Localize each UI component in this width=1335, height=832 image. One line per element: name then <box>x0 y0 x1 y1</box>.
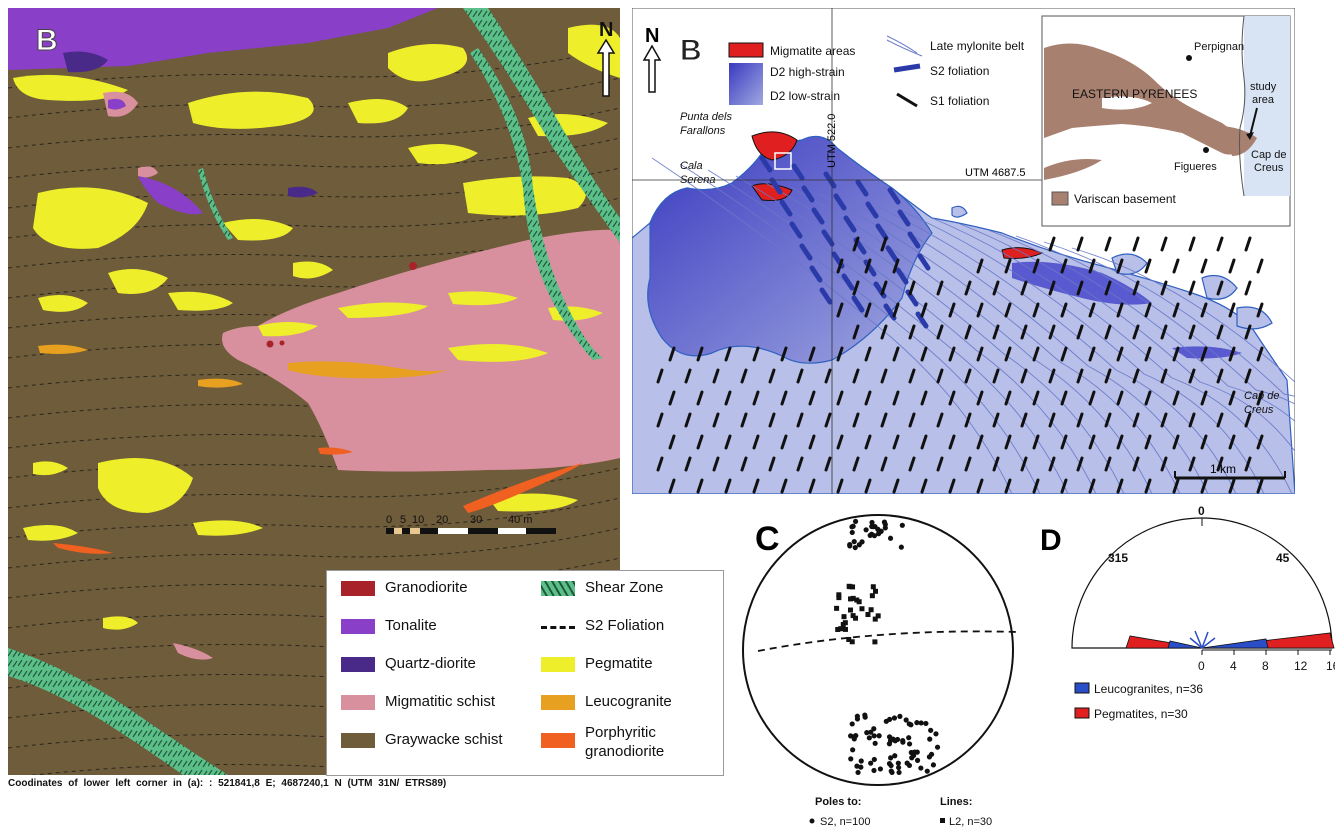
svg-text:EASTERN PYRENEES: EASTERN PYRENEES <box>1072 87 1197 101</box>
scale-tick-label: 0 <box>386 514 392 526</box>
legend-a-swatch <box>541 581 575 596</box>
scale-tick-label: 30 <box>470 514 482 526</box>
legend-a-swatch <box>541 733 575 748</box>
panel-c-stereonet: C Poles to: Lines: S2, n=100 L2, n=30 <box>742 514 1019 828</box>
svg-text:N: N <box>645 25 659 47</box>
panel-b-map: N B Migmatite areas D2 high-strain D2 lo… <box>632 8 1295 494</box>
rose-axis: 0 4 8 12 16 <box>1198 649 1335 673</box>
coordinates-caption: Coodinates of lower left corner in (a): … <box>8 778 447 789</box>
legend-a-label: Granodiorite <box>385 579 468 596</box>
legend-a-label: Pegmatite <box>585 655 653 672</box>
rose-petals <box>1125 630 1335 649</box>
svg-text:Perpignan: Perpignan <box>1194 41 1244 53</box>
legend-pegmatites: Pegmatites, n=30 <box>1094 707 1188 721</box>
location-inset: Perpignan EASTERN PYRENEES Figueres stud… <box>1041 15 1291 227</box>
panel-d-letter: D <box>1040 524 1062 557</box>
svg-text:D2 high-strain: D2 high-strain <box>770 65 845 79</box>
svg-text:Variscan basement: Variscan basement <box>1074 192 1176 206</box>
svg-text:N: N <box>599 19 613 41</box>
rose-axis-tick: 8 <box>1262 659 1269 673</box>
svg-text:315: 315 <box>1108 551 1128 565</box>
legend-a-swatch <box>341 695 375 710</box>
shear-zones <box>8 8 620 775</box>
panel-c-letter: C <box>755 520 780 558</box>
rose-axis-tick: 12 <box>1294 659 1308 673</box>
legend-a-label: S2 Foliation <box>585 617 665 634</box>
north-arrow-b: N <box>642 25 662 93</box>
svg-text:0: 0 <box>1198 504 1205 518</box>
svg-text:S2, n=100: S2, n=100 <box>820 816 870 828</box>
svg-text:Figueres: Figueres <box>1174 161 1217 173</box>
legend-a-label: Graywacke schist <box>385 731 503 748</box>
svg-text:S2 foliation: S2 foliation <box>930 64 989 78</box>
svg-text:area: area <box>1252 94 1275 106</box>
svg-text:L2, n=30: L2, n=30 <box>949 816 992 828</box>
legend-leucogranites: Leucogranites, n=36 <box>1094 682 1203 696</box>
scale-tick-label: 40 m <box>508 514 532 526</box>
svg-text:Creus: Creus <box>1254 162 1284 174</box>
legend-a-label: Migmatitic schist <box>385 693 496 710</box>
rose-axis-tick: 0 <box>1198 659 1205 673</box>
s1-foliation-marks <box>656 236 1264 494</box>
svg-text:Migmatite areas: Migmatite areas <box>770 44 855 58</box>
migmatitic-schist-body <box>222 229 620 472</box>
legend-a-swatch <box>541 626 575 629</box>
scale-tick-label: 5 <box>400 514 406 526</box>
svg-text:Late mylonite belt: Late mylonite belt <box>930 39 1025 53</box>
scale-tick-label: 10 <box>412 514 424 526</box>
svg-text:S1 foliation: S1 foliation <box>930 94 989 108</box>
utm-horizontal-label: UTM 4687.5 <box>965 167 1026 179</box>
svg-text:study: study <box>1250 81 1277 93</box>
stereonet-points <box>834 518 941 776</box>
legend-a-swatch <box>541 695 575 710</box>
legend-a-label: Tonalite <box>385 617 437 634</box>
scale-tick-label: 20 <box>436 514 448 526</box>
svg-text:Serena: Serena <box>680 174 715 186</box>
svg-text:Lines:: Lines: <box>940 796 972 808</box>
legend-a-swatch <box>341 657 375 672</box>
panel-d-rose: D 0 315 45 0 4 8 12 16 Leucogranites, n=36 P… <box>1040 504 1335 721</box>
svg-text:45: 45 <box>1276 551 1290 565</box>
legend-a-label: Leucogranite <box>585 693 672 710</box>
legend-a-swatch <box>341 733 375 748</box>
svg-text:1 km: 1 km <box>1210 462 1236 476</box>
legend-a-label: Shear Zone <box>585 579 664 596</box>
svg-text:D2 low-strain: D2 low-strain <box>770 89 840 103</box>
panel-a-map: B N 0 5 10 20 30 40 m <box>8 8 620 775</box>
tonalite-body <box>8 8 438 70</box>
panel-a-letter: B <box>36 24 58 57</box>
utm-vertical-label: UTM 522.0 <box>826 114 838 168</box>
place-cala-serena: Cala <box>680 160 703 172</box>
legend-a-swatch <box>341 581 375 596</box>
svg-text:Cap de: Cap de <box>1251 149 1286 161</box>
legend-a-label: Quartz-diorite <box>385 655 476 672</box>
place-cap-de-creus: Cap de <box>1244 390 1279 402</box>
scale-bar-b: 1 km <box>1174 462 1286 480</box>
rose-axis-tick: 4 <box>1230 659 1237 673</box>
late-mylonite-belts <box>651 157 1295 494</box>
scale-bar-a: 0 5 10 20 30 40 m <box>386 514 556 534</box>
place-punta-dels-farallons: Punta dels <box>680 111 732 123</box>
quartz-diorite-body <box>63 51 108 73</box>
svg-text:Poles to:: Poles to: <box>815 796 861 808</box>
svg-text:Farallons: Farallons <box>680 125 726 137</box>
panel-b-letter: B <box>680 34 702 67</box>
svg-text:Creus: Creus <box>1244 404 1274 416</box>
legend-a: Granodiorite Tonalite Quartz-diorite Migmat… <box>326 570 724 776</box>
legend-b: Migmatite areas D2 high-strain D2 low-st… <box>728 35 1025 108</box>
legend-a-swatch <box>541 657 575 672</box>
north-arrow-a: N <box>596 19 616 97</box>
legend-a-swatch <box>341 619 375 634</box>
rose-axis-tick: 16 <box>1326 659 1335 673</box>
legend-a-label: Porphyritic granodiorite <box>585 724 665 760</box>
